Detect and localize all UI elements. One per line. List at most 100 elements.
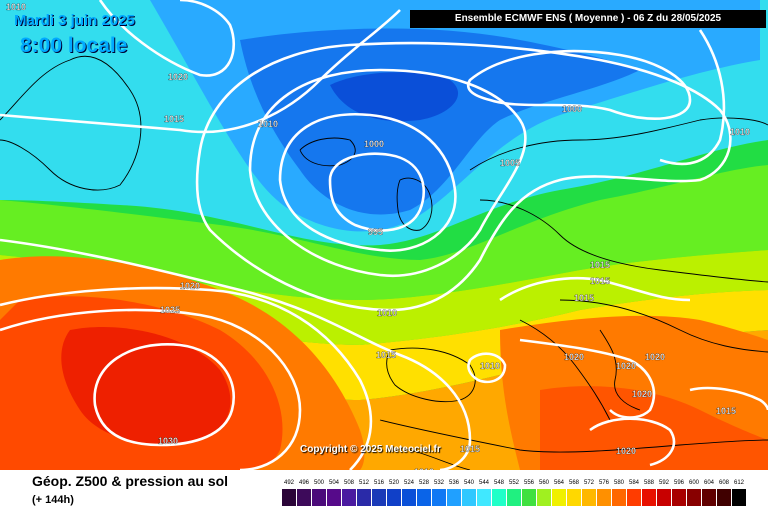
scale-value-label: 500 (313, 480, 324, 486)
isobar-value-label: 1020 (180, 281, 200, 291)
scale-value-label: 612 (733, 480, 744, 486)
isobar-value-label: 1015 (574, 293, 594, 303)
isobar-value-label: 1020 (564, 352, 584, 362)
scale-swatch (522, 489, 536, 506)
scale-swatch (567, 489, 581, 506)
scale-value-label: 560 (538, 480, 549, 486)
scale-swatch (282, 489, 296, 506)
isobar-value-label: 1020 (645, 352, 665, 362)
scale-value-label: 564 (553, 480, 564, 486)
scale-value-label: 504 (328, 480, 339, 486)
isobar-value-label: 1015 (460, 444, 480, 454)
scale-swatch (327, 489, 341, 506)
band-darkblue (330, 72, 459, 122)
scale-swatch (582, 489, 596, 506)
isobar-1020 (0, 286, 373, 470)
scale-swatch (672, 489, 686, 506)
isobar-1010-n (659, 29, 726, 166)
isobar-1015-2 (0, 238, 472, 470)
scale-swatch (342, 489, 356, 506)
isobar-value-label: 1010 (730, 127, 750, 137)
scale-swatch (687, 489, 701, 506)
scale-swatch (732, 489, 746, 506)
scale-swatch (552, 489, 566, 506)
isobar-1020-east (519, 338, 656, 419)
isobar-1020-se (589, 417, 676, 467)
scale-value-label: 528 (418, 480, 429, 486)
scale-value-label: 568 (568, 480, 579, 486)
isobar-1000-east (466, 49, 692, 120)
isobar-value-label: 1015 (590, 260, 610, 270)
isobar-value-label: 1020 (616, 446, 636, 456)
scale-swatch (642, 489, 656, 506)
scale-value-label: 584 (628, 480, 639, 486)
isobar-value-label: 1015 (716, 406, 736, 416)
scale-value-label: 600 (688, 480, 699, 486)
scale-value-label: 492 (283, 480, 294, 486)
scale-swatch (312, 489, 326, 506)
scale-swatch (537, 489, 551, 506)
scale-value-label: 524 (403, 480, 414, 486)
scale-value-label: 496 (298, 480, 309, 486)
isobar-value-label: 1000 (562, 104, 582, 114)
scale-swatch (507, 489, 521, 506)
footer-title: Géop. Z500 & pression au sol (32, 473, 229, 489)
isobar-1030 (93, 343, 235, 447)
scale-value-label: 536 (448, 480, 459, 486)
scale-swatch (612, 489, 626, 506)
isobar-995 (328, 152, 425, 232)
isobar-1020-n (98, 0, 235, 77)
scale-value-label: 512 (358, 480, 369, 486)
scale-swatch (357, 489, 371, 506)
isobars (0, 0, 768, 470)
scale-swatch (717, 489, 731, 506)
scale-value-label: 540 (463, 480, 474, 486)
scale-value-label: 548 (493, 480, 504, 486)
forecast-offset: (+ 144h) (32, 494, 74, 506)
scale-value-label: 608 (718, 480, 729, 486)
scale-swatch (597, 489, 611, 506)
isobar-label-layer: 1010 1020 1015 1010 1000 995 1000 1005 1010 1020 1… (6, 2, 750, 470)
scale-swatch (372, 489, 386, 506)
scale-value-label: 556 (523, 480, 534, 486)
isobar-value-label: 1020 (168, 72, 188, 82)
scale-value-label: 508 (343, 480, 354, 486)
color-scale-legend: 492 496 500 504 508 512 516 520 524 528 532 536 540 5… (282, 480, 752, 508)
isobar-value-label: 1020 (632, 389, 652, 399)
scale-swatch (657, 489, 671, 506)
scale-swatch (462, 489, 476, 506)
band-se-red (540, 386, 768, 470)
scale-swatch (627, 489, 641, 506)
copyright-notice: Copyright © 2025 Meteociel.fr (300, 444, 441, 455)
isobar-value-label: 1025 (160, 305, 180, 315)
band-green-upper (0, 165, 768, 300)
scale-value-label: 592 (658, 480, 669, 486)
scale-swatch (702, 489, 716, 506)
isobar-1015-main (0, 9, 401, 134)
scale-swatch (297, 489, 311, 506)
coastlines (0, 55, 768, 470)
isobar-value-label: 1000 (364, 139, 384, 149)
isobar-value-label: 1010 (258, 119, 278, 129)
forecast-date: Mardi 3 juin 2025 (14, 12, 135, 29)
scale-swatch (432, 489, 446, 506)
scale-value-label: 576 (598, 480, 609, 486)
scale-swatch (447, 489, 461, 506)
isobar-value-label: 1020 (616, 361, 636, 371)
scale-value-label: 532 (433, 480, 444, 486)
band-red (61, 326, 231, 444)
scale-swatch (387, 489, 401, 506)
scale-swatch (492, 489, 506, 506)
isobar-value-label: 1015 (590, 276, 610, 286)
isobar-value-label: 1010 (480, 361, 500, 371)
scale-swatch (477, 489, 491, 506)
model-info-banner: Ensemble ECMWF ENS ( Moyenne ) - 06 Z du… (410, 10, 766, 28)
isobar-1010-main (195, 41, 732, 312)
isobar-1025 (0, 308, 302, 470)
isobar-1015-east (499, 276, 691, 302)
isobar-1000-west (278, 112, 457, 252)
isobar-value-label: 995 (368, 227, 383, 237)
isobar-value-label: 1015 (164, 114, 184, 124)
scale-swatch (417, 489, 431, 506)
